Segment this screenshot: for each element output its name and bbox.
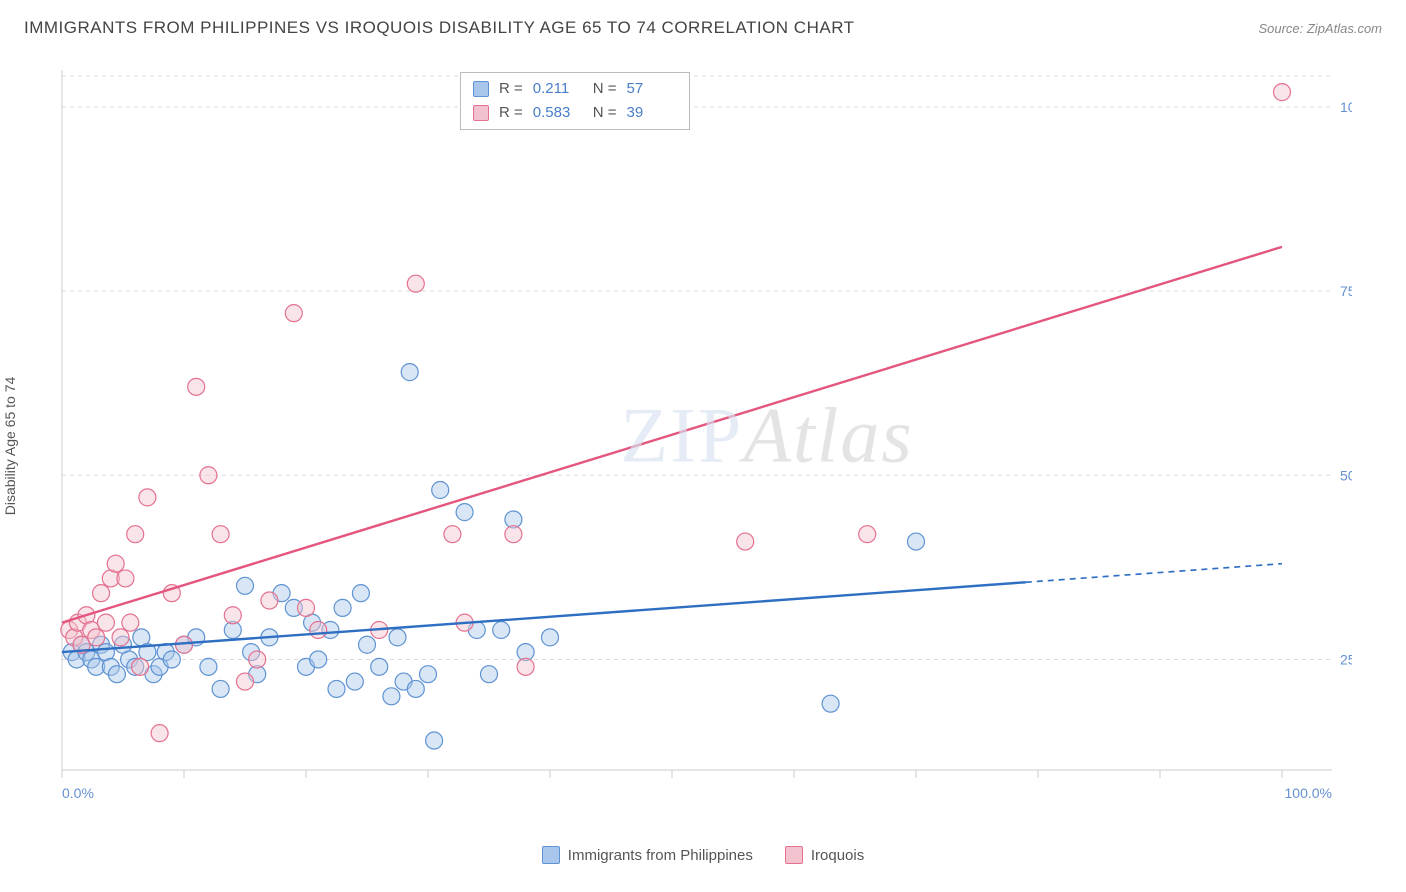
- n-label: N =: [593, 101, 617, 125]
- scatter-svg: 25.0% 50.0% 75.0% 100.0% 0.0% 100.0%: [52, 70, 1352, 810]
- legend-label-blue: Immigrants from Philippines: [568, 847, 753, 864]
- svg-text:100.0%: 100.0%: [1285, 785, 1332, 801]
- chart-plot-area: 25.0%50.0%75.0%100.0%0.0%100.0% ZIPAtlas: [52, 70, 1352, 810]
- swatch-pink: [785, 846, 803, 864]
- legend-item-pink: Iroquois: [785, 846, 864, 864]
- source-attribution: Source: ZipAtlas.com: [1258, 21, 1382, 36]
- y-axis-label: Disability Age 65 to 74: [2, 377, 18, 516]
- legend-item-blue: Immigrants from Philippines: [542, 846, 753, 864]
- r-value-blue: 0.211: [533, 77, 583, 101]
- legend-label-pink: Iroquois: [811, 847, 864, 864]
- svg-text:50.0%: 50.0%: [1340, 467, 1352, 483]
- n-label: N =: [593, 77, 617, 101]
- series-legend: Immigrants from Philippines Iroquois: [0, 846, 1406, 864]
- correlation-row-pink: R = 0.583 N = 39: [473, 101, 677, 125]
- swatch-pink-small: [473, 105, 489, 121]
- n-value-blue: 57: [627, 77, 677, 101]
- r-label: R =: [499, 77, 523, 101]
- svg-text:75.0%: 75.0%: [1340, 283, 1352, 299]
- correlation-legend: R = 0.211 N = 57 R = 0.583 N = 39: [460, 72, 690, 130]
- correlation-row-blue: R = 0.211 N = 57: [473, 77, 677, 101]
- r-label: R =: [499, 101, 523, 125]
- r-value-pink: 0.583: [533, 101, 583, 125]
- swatch-blue-small: [473, 81, 489, 97]
- svg-text:100.0%: 100.0%: [1340, 99, 1352, 115]
- swatch-blue: [542, 846, 560, 864]
- chart-title: IMMIGRANTS FROM PHILIPPINES VS IROQUOIS …: [24, 18, 855, 38]
- n-value-pink: 39: [627, 101, 677, 125]
- svg-text:0.0%: 0.0%: [62, 785, 94, 801]
- svg-text:25.0%: 25.0%: [1340, 651, 1352, 667]
